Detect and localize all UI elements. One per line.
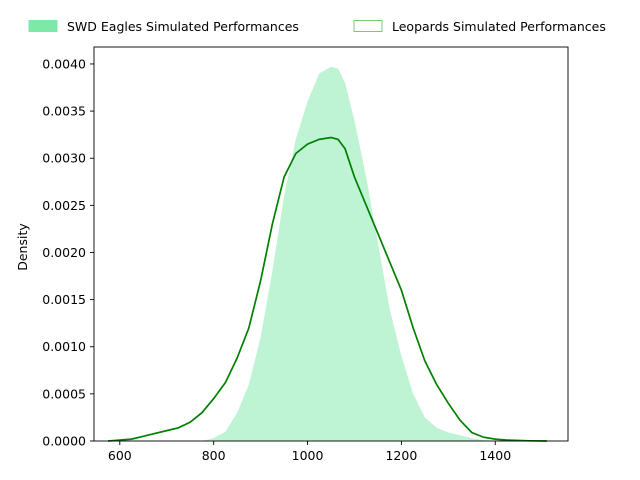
legend: SWD Eagles Simulated Performances Leopar… — [28, 19, 606, 34]
y-tick-label: 0.0040 — [42, 56, 86, 71]
y-tick-label: 0.0005 — [42, 386, 86, 401]
y-tick-label: 0.0010 — [42, 339, 86, 354]
y-tick-label: 0.0015 — [42, 292, 86, 307]
x-tick-label: 600 — [108, 448, 132, 463]
plot-series — [108, 66, 547, 442]
x-tick-label: 800 — [202, 448, 226, 463]
series-line-leopards — [108, 136, 547, 442]
y-tick-label: 0.0025 — [42, 198, 86, 213]
plot-frame — [93, 46, 569, 442]
legend-swatch-leopards — [353, 20, 383, 32]
y-tick-label: 0.0020 — [42, 245, 86, 260]
y-tick-label: 0.0000 — [42, 434, 86, 449]
x-tick-label: 1200 — [385, 448, 417, 463]
x-axis: 600 800 1000 1200 1400 — [108, 441, 511, 463]
y-tick-label: 0.0035 — [42, 104, 86, 119]
legend-label-leopards: Leopards Simulated Performances — [392, 19, 606, 34]
x-tick-label: 1400 — [479, 448, 511, 463]
legend-swatch-swd-eagles — [28, 20, 58, 32]
x-tick-label: 1000 — [292, 448, 324, 463]
y-tick-label: 0.0030 — [42, 151, 86, 166]
series-area-swd-eagles — [201, 66, 496, 441]
y-axis-label: Density — [15, 223, 30, 271]
y-axis: 0.0000 0.0005 0.0010 0.0015 0.0020 0.0025 0.00… — [42, 56, 94, 449]
legend-label-swd-eagles: SWD Eagles Simulated Performances — [67, 19, 299, 34]
